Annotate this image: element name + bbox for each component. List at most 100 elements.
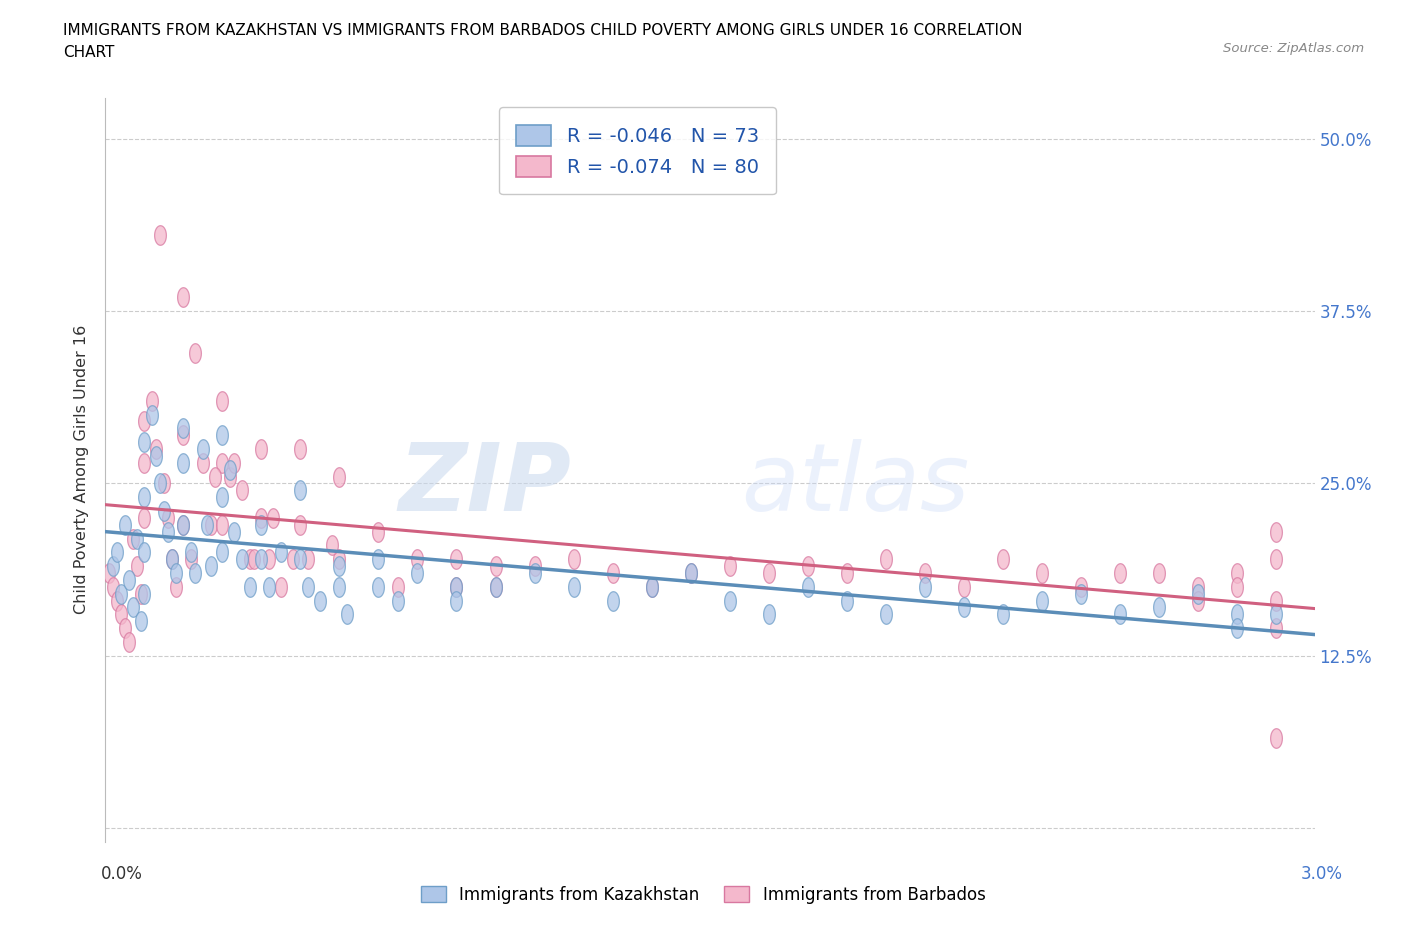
Point (1147, 600, 1170, 615)
Point (484, 559, 506, 574)
Point (1226, 607, 1249, 622)
Point (523, 565, 546, 580)
Point (875, 607, 897, 622)
Point (835, 593, 858, 608)
Text: 3.0%: 3.0% (1301, 865, 1343, 883)
Point (231, 483, 253, 498)
Text: IMMIGRANTS FROM KAZAKHSTAN VS IMMIGRANTS FROM BARBADOS CHILD POVERTY AMONG GIRLS: IMMIGRANTS FROM KAZAKHSTAN VS IMMIGRANTS… (63, 23, 1022, 38)
Point (835, 565, 858, 580)
Point (118, 634, 141, 649)
Point (129, 586, 152, 601)
Point (103, 579, 125, 594)
Point (172, 421, 194, 436)
Point (758, 565, 780, 580)
Point (262, 511, 284, 525)
Point (204, 469, 226, 484)
Point (259, 579, 281, 594)
Point (219, 469, 242, 484)
Point (562, 579, 585, 594)
Point (121, 600, 143, 615)
Point (156, 511, 179, 525)
Point (406, 551, 429, 566)
Point (160, 551, 183, 566)
Point (211, 517, 233, 532)
Point (1187, 586, 1209, 601)
Point (796, 579, 818, 594)
Point (239, 551, 262, 566)
Point (125, 531, 148, 546)
Point (446, 579, 468, 594)
Point (259, 551, 281, 566)
Point (270, 579, 292, 594)
Point (523, 559, 546, 574)
Point (191, 456, 214, 471)
Point (153, 503, 176, 518)
Text: 0.0%: 0.0% (101, 865, 143, 883)
Point (98, 565, 121, 580)
Point (446, 551, 468, 566)
Point (328, 551, 350, 566)
Point (141, 393, 163, 408)
Point (141, 407, 163, 422)
Point (602, 593, 624, 608)
Point (367, 551, 389, 566)
Point (640, 579, 662, 594)
Point (242, 551, 264, 566)
Point (1226, 620, 1249, 635)
Point (290, 517, 312, 532)
Point (172, 456, 194, 471)
Point (156, 525, 179, 539)
Point (125, 559, 148, 574)
Point (1070, 586, 1092, 601)
Point (224, 456, 246, 471)
Point (195, 517, 218, 532)
Point (114, 620, 136, 635)
Point (281, 551, 304, 566)
Point (250, 517, 273, 532)
Point (875, 551, 897, 566)
Point (149, 228, 172, 243)
Point (250, 442, 273, 457)
Point (718, 593, 741, 608)
Point (134, 511, 156, 525)
Point (1108, 565, 1130, 580)
Point (679, 565, 702, 580)
Point (129, 614, 152, 629)
Point (758, 607, 780, 622)
Point (602, 565, 624, 580)
Point (134, 490, 156, 505)
Text: atlas: atlas (741, 439, 969, 530)
Point (1264, 593, 1286, 608)
Point (121, 531, 143, 546)
Point (952, 600, 974, 615)
Point (1264, 551, 1286, 566)
Point (1264, 607, 1286, 622)
Point (336, 607, 359, 622)
Point (367, 525, 389, 539)
Point (118, 573, 141, 588)
Point (105, 593, 128, 608)
Point (1108, 607, 1130, 622)
Point (290, 551, 312, 566)
Point (562, 551, 585, 566)
Point (328, 579, 350, 594)
Point (250, 511, 273, 525)
Point (180, 545, 202, 560)
Point (211, 456, 233, 471)
Point (446, 593, 468, 608)
Point (172, 517, 194, 532)
Point (224, 525, 246, 539)
Point (309, 593, 332, 608)
Point (321, 538, 343, 552)
Y-axis label: Child Poverty Among Girls Under 16: Child Poverty Among Girls Under 16 (75, 325, 90, 615)
Point (446, 579, 468, 594)
Point (134, 586, 156, 601)
Point (211, 490, 233, 505)
Point (149, 476, 172, 491)
Point (1147, 565, 1170, 580)
Point (134, 434, 156, 449)
Point (914, 565, 936, 580)
Point (200, 559, 222, 574)
Point (103, 559, 125, 574)
Text: Source: ZipAtlas.com: Source: ZipAtlas.com (1223, 42, 1364, 55)
